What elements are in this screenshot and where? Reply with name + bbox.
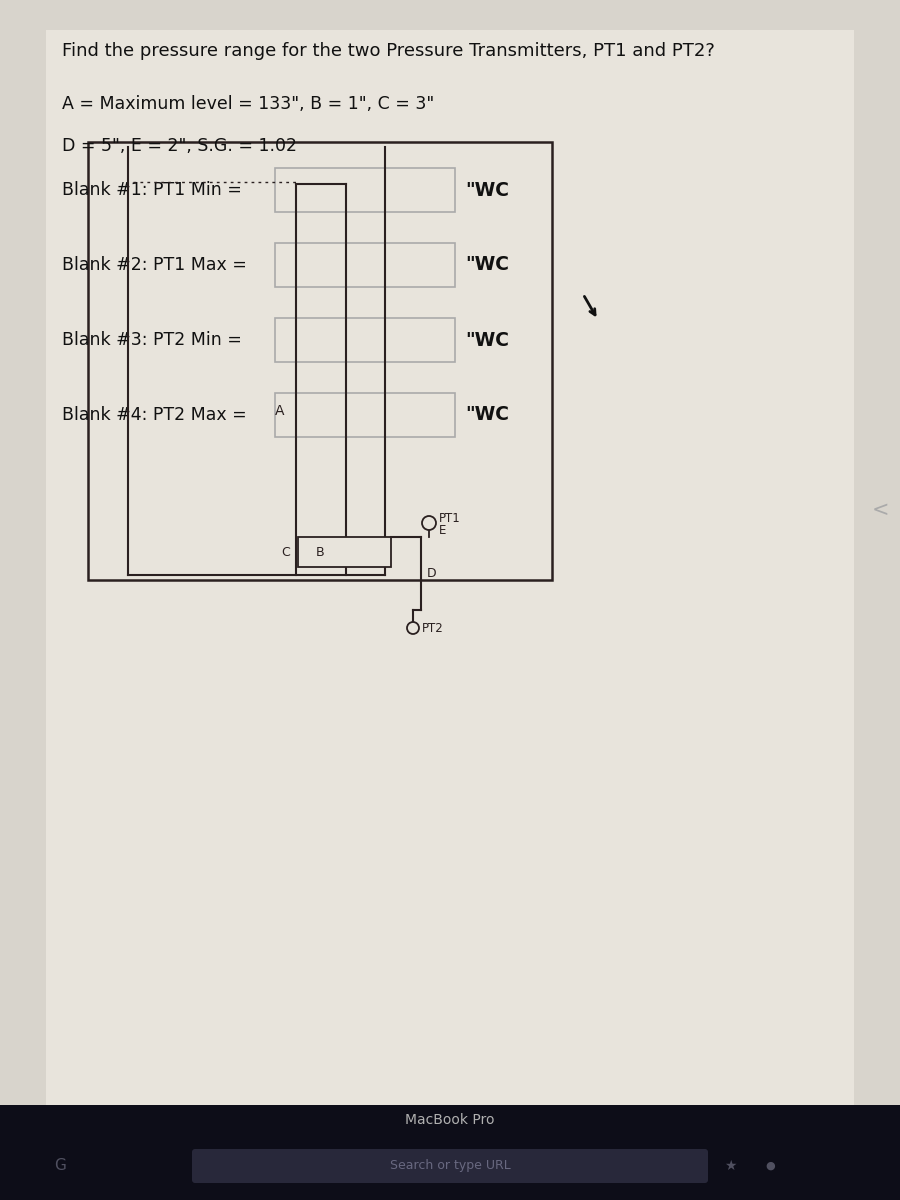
Circle shape — [422, 516, 436, 530]
Text: ★: ★ — [724, 1159, 736, 1174]
Text: <: < — [871, 500, 889, 520]
Bar — [275, 392, 455, 437]
Text: Blank #1: PT1 Min =: Blank #1: PT1 Min = — [62, 181, 242, 199]
Bar — [275, 242, 455, 287]
Text: A: A — [274, 403, 284, 418]
Text: Blank #4: PT2 Max =: Blank #4: PT2 Max = — [62, 406, 247, 424]
Text: Search or type URL: Search or type URL — [390, 1159, 510, 1172]
Bar — [0, 1105, 900, 1200]
Bar — [88, 142, 552, 580]
Text: Blank #3: PT2 Min =: Blank #3: PT2 Min = — [62, 331, 242, 349]
Text: "WC: "WC — [465, 256, 509, 275]
FancyBboxPatch shape — [192, 1150, 708, 1183]
Text: D: D — [427, 566, 436, 580]
Text: E: E — [439, 523, 446, 536]
Text: G: G — [54, 1158, 66, 1174]
Bar — [275, 168, 455, 212]
Text: PT1: PT1 — [439, 512, 461, 526]
Text: PT2: PT2 — [422, 622, 444, 635]
Text: ●: ● — [765, 1162, 775, 1171]
Text: C: C — [281, 546, 290, 558]
Text: A = Maximum level = 133", B = 1", C = 3": A = Maximum level = 133", B = 1", C = 3" — [62, 95, 434, 113]
Text: "WC: "WC — [465, 330, 509, 349]
Text: D = 5", E = 2", S.G. = 1.02: D = 5", E = 2", S.G. = 1.02 — [62, 137, 297, 155]
Bar — [46, 30, 854, 1105]
Text: Blank #2: PT1 Max =: Blank #2: PT1 Max = — [62, 256, 247, 274]
Text: B: B — [316, 546, 324, 558]
Bar — [275, 318, 455, 362]
Circle shape — [407, 622, 419, 634]
Text: "WC: "WC — [465, 180, 509, 199]
Text: MacBook Pro: MacBook Pro — [405, 1114, 495, 1127]
Text: Find the pressure range for the two Pressure Transmitters, PT1 and PT2?: Find the pressure range for the two Pres… — [62, 42, 715, 60]
Bar — [298, 538, 391, 566]
Text: "WC: "WC — [465, 406, 509, 425]
